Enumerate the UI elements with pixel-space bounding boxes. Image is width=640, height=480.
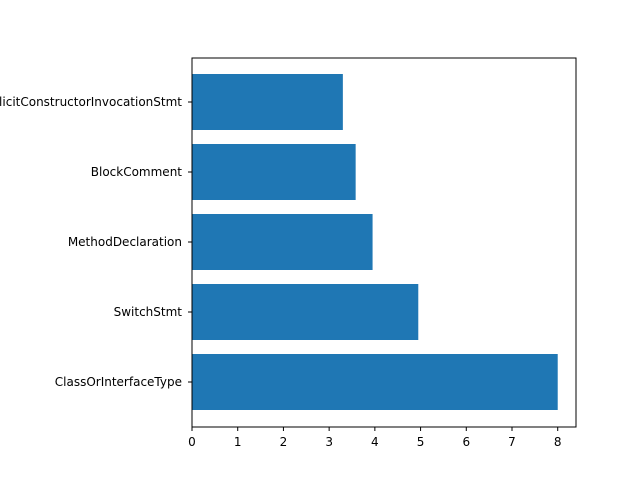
x-tick-label: 4 [371, 435, 379, 449]
x-tick-label: 8 [554, 435, 562, 449]
plot-frame [191, 57, 577, 428]
x-axis-ticks: 0 1 2 3 4 5 6 7 8 [188, 427, 562, 449]
y-tick-label: SwitchStmt [114, 305, 183, 319]
x-tick-label: 3 [325, 435, 333, 449]
x-tick-label: 7 [508, 435, 516, 449]
x-tick-label: 2 [280, 435, 288, 449]
bar [192, 74, 343, 130]
y-tick-label: ExplicitConstructorInvocationStmt [0, 95, 182, 109]
x-tick-label: 5 [417, 435, 425, 449]
bar [192, 284, 419, 340]
x-tick-label: 0 [188, 435, 196, 449]
y-tick-label: MethodDeclaration [68, 235, 182, 249]
y-tick-label: ClassOrInterfaceType [55, 375, 182, 389]
x-tick-label: 6 [462, 435, 470, 449]
bars-group [192, 74, 558, 410]
bar [192, 354, 558, 410]
x-tick-label: 1 [234, 435, 242, 449]
y-axis-ticks: ClassOrInterfaceType SwitchStmt MethodDecl… [0, 95, 192, 389]
y-tick-label: BlockComment [91, 165, 183, 179]
bar [192, 144, 356, 200]
bar [192, 214, 373, 270]
